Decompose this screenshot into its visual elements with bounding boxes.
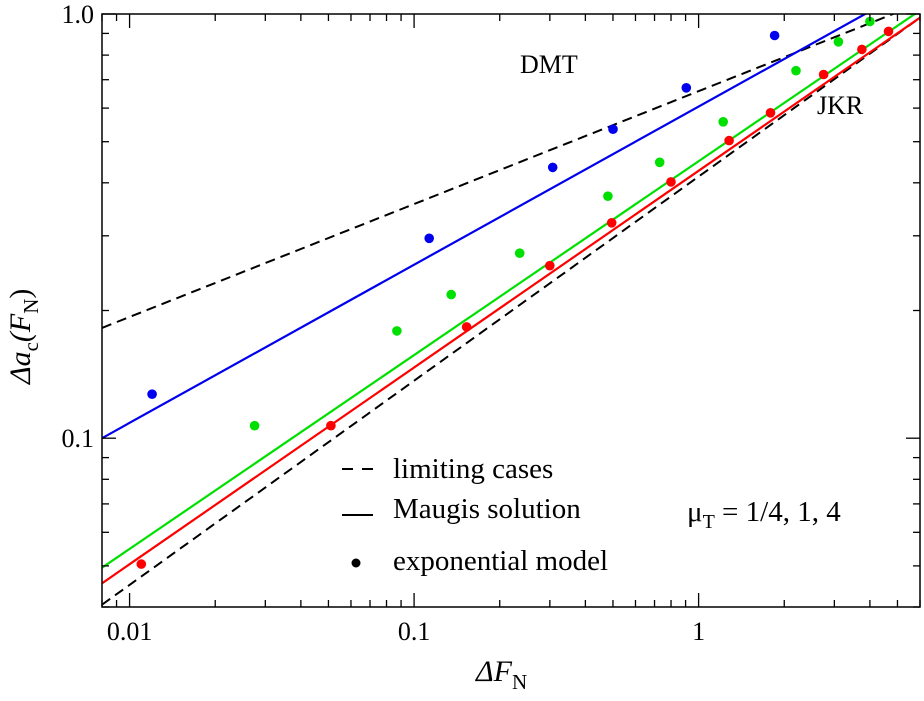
y-label-paren-sub: N [19, 299, 43, 314]
data-point [818, 69, 829, 80]
curve-maugis-mu-t-1 [102, 14, 917, 569]
point-layer [136, 16, 894, 569]
y-tick-label: 0.1 [62, 424, 95, 453]
x-axis-label: ΔFN [475, 655, 527, 694]
plot-frame [101, 13, 921, 608]
y-label-paren-close: ) [4, 289, 37, 299]
data-point [765, 108, 776, 118]
curve-jkr [102, 16, 920, 606]
legend-mu-note: μT = 1/4, 1, 4 [687, 496, 841, 533]
data-point [461, 322, 472, 332]
data-point [326, 420, 336, 431]
data-point [857, 44, 867, 55]
curve-maugis-mu-t-1-4 [102, 14, 868, 440]
mu-symbol: μ [687, 496, 703, 528]
data-point [608, 124, 618, 134]
data-point [249, 420, 260, 431]
dmt-label: DMT [520, 50, 578, 79]
data-point [606, 218, 617, 228]
data-point [666, 177, 676, 187]
legend-label-maugis: Maugis solution [393, 493, 581, 525]
data-point [147, 389, 157, 400]
data-point [654, 157, 665, 168]
data-point [136, 559, 147, 569]
data-point [769, 30, 780, 41]
y-tick-label: 1.0 [62, 0, 95, 29]
data-point [883, 26, 894, 37]
data-point [681, 83, 692, 93]
legend-label-exponential: exponential model [393, 545, 608, 577]
y-label-paren-open: (F [4, 313, 37, 342]
data-point [724, 135, 734, 146]
x-tick-label: 0.01 [107, 617, 153, 646]
data-point [514, 248, 525, 258]
mu-values: = 1/4, 1, 4 [715, 496, 841, 528]
data-point [547, 162, 558, 173]
data-point [833, 37, 844, 47]
x-label-sub: N [512, 670, 527, 694]
tick-layer: 0.01 0.1 1 0.1 1.0 [62, 0, 921, 646]
mu-subscript: T [703, 511, 715, 533]
x-tick-label: 0.1 [398, 617, 431, 646]
data-point [865, 16, 875, 27]
data-point [446, 289, 457, 300]
curve-layer [102, 14, 920, 606]
x-label-main: ΔF [475, 655, 513, 688]
data-point [392, 326, 402, 336]
data-point [791, 65, 801, 76]
legend-dot-symbol [351, 558, 361, 568]
legend: limiting cases Maugis solution exponenti… [342, 453, 841, 577]
jkr-label: JKR [817, 91, 864, 120]
y-label-sub: c [19, 342, 43, 351]
data-point [545, 260, 555, 271]
data-point [424, 233, 435, 244]
data-point [718, 117, 728, 127]
curve-dmt [102, 14, 896, 329]
curve-maugis-mu-t-4 [102, 16, 920, 585]
data-point [603, 191, 613, 201]
x-tick-label: 1 [692, 617, 705, 646]
y-axis-label: Δac(FN) [4, 289, 43, 385]
legend-label-limiting: limiting cases [393, 453, 553, 485]
y-label-main: Δa [4, 351, 37, 385]
